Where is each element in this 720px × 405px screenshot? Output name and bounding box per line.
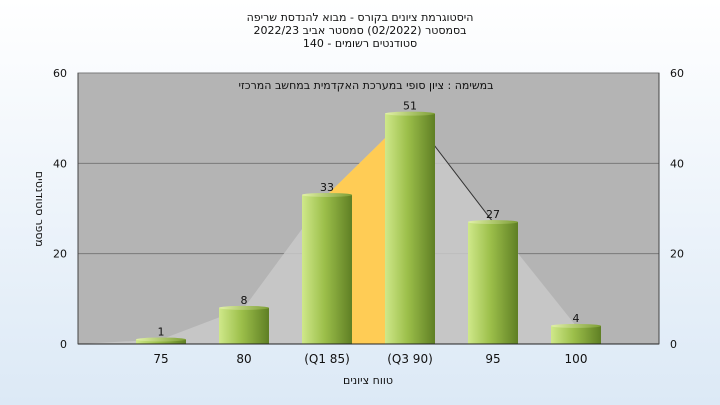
bar-cap-(Q1 85) <box>302 192 352 197</box>
y-tick-label-left-60: 60 <box>53 67 67 80</box>
chart-title-line-3: סטודנטים רשומים - 140 <box>303 37 417 50</box>
data-label-100: 4 <box>573 312 580 325</box>
data-label-(Q1 85): 33 <box>320 181 334 194</box>
chart-title-line-1: היסטוגרמת ציונים בקורס - מבוא להנדסת שרי… <box>247 11 474 24</box>
bar-(Q1 85) <box>302 194 352 344</box>
chart-title-line-2: בסמסטר (02/2022) סמסטר אביב 2022/23 <box>253 24 466 37</box>
bar-cap-80 <box>219 305 269 310</box>
x-tick-label-75: 75 <box>153 352 168 366</box>
y-tick-label-left-40: 40 <box>53 157 67 170</box>
bar-(Q3 90) <box>385 113 435 345</box>
bar-cap-(Q3 90) <box>385 111 435 116</box>
x-tick-label-100: 100 <box>565 352 588 366</box>
y-tick-label-right-0: 0 <box>670 338 677 351</box>
y-tick-label-left-0: 0 <box>60 338 67 351</box>
axes: 0 0 20 20 40 40 60 60 75 80 (Q1 85) (Q3 90) 95 100 <box>53 67 684 366</box>
y-axis-label: מספר סטודנטים <box>33 171 46 247</box>
x-tick-label-(Q3 90): (Q3 90) <box>387 352 433 366</box>
x-tick-label-80: 80 <box>236 352 251 366</box>
y-tick-label-right-60: 60 <box>670 67 684 80</box>
chart-subtitle: במשימה : ציון סופי במערכת האקדמית במחשב … <box>239 79 494 92</box>
x-tick-label-(Q1 85): (Q1 85) <box>304 352 350 366</box>
bar-cap-100 <box>551 323 601 328</box>
bar-cap-75 <box>136 337 186 342</box>
x-tick-label-95: 95 <box>485 352 500 366</box>
bar-100 <box>551 325 601 344</box>
data-label-75: 1 <box>158 325 165 338</box>
y-tick-label-left-20: 20 <box>53 248 67 261</box>
data-label-80: 8 <box>241 294 248 307</box>
bars <box>136 111 601 345</box>
data-labels: 1 8 33 51 27 4 <box>158 100 580 339</box>
data-label-95: 27 <box>486 208 500 221</box>
y-tick-label-right-40: 40 <box>670 157 684 170</box>
y-tick-label-right-20: 20 <box>670 248 684 261</box>
data-label-(Q3 90): 51 <box>403 100 417 113</box>
x-axis-label: טווח ציונים <box>343 374 393 387</box>
bar-cap-95 <box>468 220 518 225</box>
bar-75 <box>136 339 186 344</box>
bar-80 <box>219 307 269 344</box>
bar-95 <box>468 222 518 344</box>
